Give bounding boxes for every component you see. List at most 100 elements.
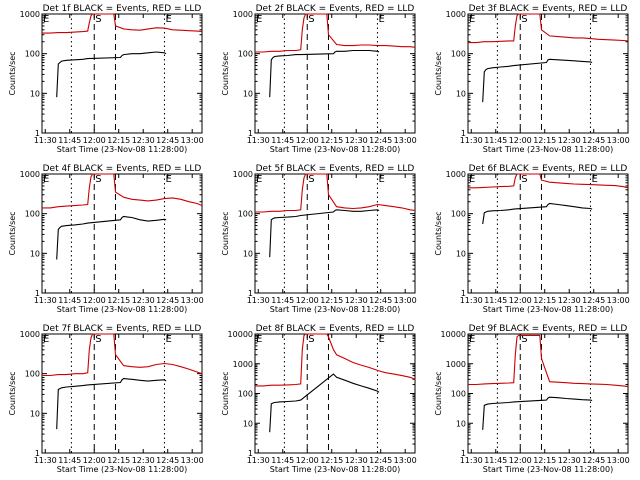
y-tick-label: 1000 <box>20 170 40 179</box>
marker-label: S <box>308 174 314 185</box>
chart-panel: Det 9f BLACK = Events, RED = LLD 1 10 100 10… <box>434 324 630 474</box>
events-series-line <box>269 209 380 258</box>
y-tick-label: 1000 <box>233 360 253 369</box>
x-tick-label: 12:15 <box>107 296 130 305</box>
x-tick-label: 12:15 <box>533 456 556 465</box>
plot-frame <box>254 13 416 134</box>
marker-label: E <box>591 14 597 25</box>
x-tick-label: 12:00 <box>509 136 532 145</box>
x-tick-label: 12:15 <box>107 456 130 465</box>
x-tick-label: 11:45 <box>271 456 294 465</box>
y-tick-label: 100 <box>238 50 253 59</box>
y-tick-label: 100 <box>25 50 40 59</box>
events-series-line <box>482 396 593 430</box>
x-tick-label: 12:45 <box>156 456 179 465</box>
x-tick-label: 11:30 <box>247 136 270 145</box>
y-tick-label: 100 <box>451 210 466 219</box>
x-tick-label: 11:30 <box>460 456 483 465</box>
y-tick-label: 10000 <box>228 330 253 339</box>
events-series-line <box>269 49 380 98</box>
y-tick-label: 1 <box>35 449 40 458</box>
x-tick-label: 12:30 <box>132 456 155 465</box>
marker-label: E <box>43 174 49 185</box>
x-tick-label: 12:00 <box>83 136 106 145</box>
x-tick-label: 12:45 <box>582 456 605 465</box>
chart-panel: Det 5f BLACK = Events, RED = LLD 1 10 100 10… <box>221 164 417 314</box>
x-tick-label: 11:45 <box>58 456 81 465</box>
x-tick-label: 12:00 <box>83 456 106 465</box>
events-series-line <box>482 58 593 103</box>
marker-label: E <box>165 14 171 25</box>
y-tick-label: 1 <box>248 289 253 298</box>
x-tick-label: 12:30 <box>132 296 155 305</box>
y-tick-label: 100 <box>451 390 466 399</box>
y-tick-label: 10 <box>456 249 466 258</box>
marker-label: S <box>521 14 527 25</box>
y-axis-label: Counts/sec <box>221 51 230 95</box>
x-axis-label: Start Time (23-Nov-08 11:28:00) <box>483 305 613 314</box>
y-tick-label: 100 <box>25 370 40 379</box>
lld-series-line <box>42 13 203 34</box>
x-tick-label: 12:00 <box>296 136 319 145</box>
y-tick-label: 1 <box>461 289 466 298</box>
x-axis-label: Start Time (23-Nov-08 11:28:00) <box>57 145 187 154</box>
x-tick-label: 11:30 <box>247 296 270 305</box>
y-tick-label: 10 <box>456 89 466 98</box>
marker-label: E <box>469 14 475 25</box>
chart-panel: Det 4f BLACK = Events, RED = LLD 1 10 100 10… <box>8 164 204 314</box>
y-tick-label: 1000 <box>233 10 253 19</box>
x-tick-label: 12:45 <box>582 136 605 145</box>
chart-title: Det 1f BLACK = Events, RED = LLD <box>43 4 202 14</box>
y-tick-label: 10 <box>243 249 253 258</box>
marker-label: E <box>256 14 262 25</box>
x-tick-label: 11:45 <box>271 136 294 145</box>
x-tick-label: 11:30 <box>34 296 57 305</box>
y-axis-label: Counts/sec <box>221 211 230 255</box>
x-tick-label: 13:00 <box>607 136 630 145</box>
x-tick-label: 12:30 <box>345 456 368 465</box>
chart-panel: Det 3f BLACK = Events, RED = LLD 1 10 100 10… <box>434 4 630 154</box>
x-axis-label: Start Time (23-Nov-08 11:28:00) <box>57 465 187 474</box>
marker-label: E <box>43 334 49 345</box>
x-tick-label: 12:45 <box>369 456 392 465</box>
x-tick-label: 12:00 <box>296 456 319 465</box>
lld-series-line <box>42 333 203 377</box>
marker-label: S <box>308 14 314 25</box>
y-tick-label: 10 <box>30 249 40 258</box>
lld-series-line <box>468 173 629 189</box>
x-tick-label: 11:45 <box>484 136 507 145</box>
x-tick-label: 13:00 <box>394 456 417 465</box>
y-tick-label: 100 <box>238 390 253 399</box>
y-axis-label: Counts/sec <box>434 211 443 255</box>
y-tick-label: 10 <box>243 89 253 98</box>
y-axis-label: Counts/sec <box>8 211 17 255</box>
x-tick-label: 13:00 <box>394 136 417 145</box>
x-tick-label: 11:45 <box>58 136 81 145</box>
y-tick-label: 1000 <box>233 170 253 179</box>
x-tick-label: 12:15 <box>320 136 343 145</box>
x-tick-label: 11:30 <box>34 456 57 465</box>
x-tick-label: 12:30 <box>345 296 368 305</box>
events-series-line <box>269 373 380 433</box>
marker-label: E <box>165 334 171 345</box>
y-tick-label: 10 <box>30 409 40 418</box>
x-tick-label: 12:45 <box>582 296 605 305</box>
x-tick-label: 11:45 <box>484 456 507 465</box>
y-tick-label: 1 <box>248 449 253 458</box>
x-axis-label: Start Time (23-Nov-08 11:28:00) <box>270 465 400 474</box>
marker-label: E <box>591 334 597 345</box>
x-tick-label: 11:30 <box>34 136 57 145</box>
x-tick-label: 12:30 <box>132 136 155 145</box>
x-tick-label: 12:45 <box>156 296 179 305</box>
chart-title: Det 8f BLACK = Events, RED = LLD <box>256 324 415 334</box>
marker-label: E <box>378 14 384 25</box>
x-axis-label: Start Time (23-Nov-08 11:28:00) <box>270 305 400 314</box>
x-axis-label: Start Time (23-Nov-08 11:28:00) <box>57 305 187 314</box>
x-tick-label: 13:00 <box>181 136 204 145</box>
marker-label: S <box>95 334 101 345</box>
chart-title: Det 6f BLACK = Events, RED = LLD <box>469 164 628 174</box>
y-tick-label: 1 <box>461 449 466 458</box>
x-tick-label: 12:00 <box>509 296 532 305</box>
plot-frame <box>467 173 629 294</box>
y-tick-label: 10000 <box>441 330 466 339</box>
